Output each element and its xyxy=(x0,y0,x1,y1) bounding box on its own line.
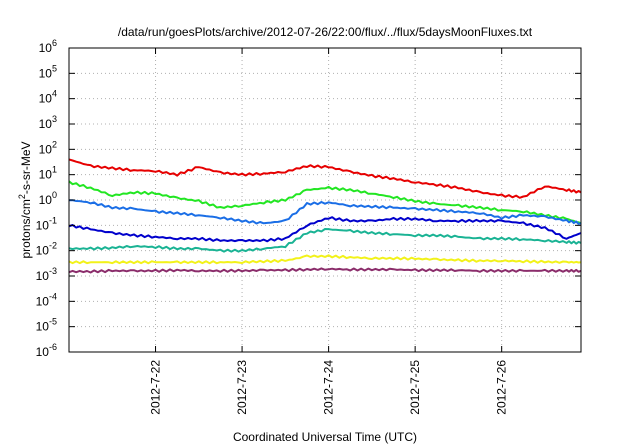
x-axis-ticks: 2012-7-22 2012-7-23 2012-7-24 2012-7-25 2012… xyxy=(149,48,509,415)
y-tick-label: 103 xyxy=(39,114,57,131)
y-tick-label: 105 xyxy=(39,63,57,80)
y-tick-label: 104 xyxy=(39,89,57,106)
y-tick-label: 101 xyxy=(39,165,57,182)
y-tick-label: 10-3 xyxy=(36,266,57,283)
y-tick-label: 10-6 xyxy=(36,342,57,359)
series-line-5 xyxy=(68,228,582,253)
y-tick-label: 100 xyxy=(39,190,57,207)
y-tick-label: 102 xyxy=(39,139,57,156)
series-line-3 xyxy=(68,199,582,225)
series-line-6 xyxy=(68,254,582,265)
x-tick-label: 2012-7-25 xyxy=(408,360,422,415)
x-tick-label: 2012-7-24 xyxy=(322,360,336,415)
x-tick-label: 2012-7-22 xyxy=(149,360,163,415)
y-axis-ticks: 10-6 10-5 10-4 10-3 10-2 10-1 100 101 102 103 104 1… xyxy=(36,38,581,359)
series-line-2 xyxy=(68,180,582,225)
x-tick-label: 2012-7-26 xyxy=(495,360,509,415)
x-tick-label: 2012-7-23 xyxy=(235,360,249,415)
series-line-4 xyxy=(68,216,582,243)
y-tick-label: 10-2 xyxy=(36,241,57,258)
y-tick-label: 106 xyxy=(39,38,57,55)
y-tick-label: 10-5 xyxy=(36,317,57,334)
series-line-7 xyxy=(68,267,582,274)
x-axis-label: Coordinated Universal Time (UTC) xyxy=(233,430,417,444)
gridlines xyxy=(69,48,581,352)
chart-title: /data/run/goesPlots/archive/2012-07-26/2… xyxy=(118,25,533,39)
series-lines xyxy=(68,158,582,274)
y-tick-label: 10-1 xyxy=(36,215,57,232)
series-line-1 xyxy=(68,158,582,199)
y-axis-label: protons/cm2-s-sr-MeV xyxy=(17,141,33,258)
y-tick-label: 10-4 xyxy=(36,291,57,308)
